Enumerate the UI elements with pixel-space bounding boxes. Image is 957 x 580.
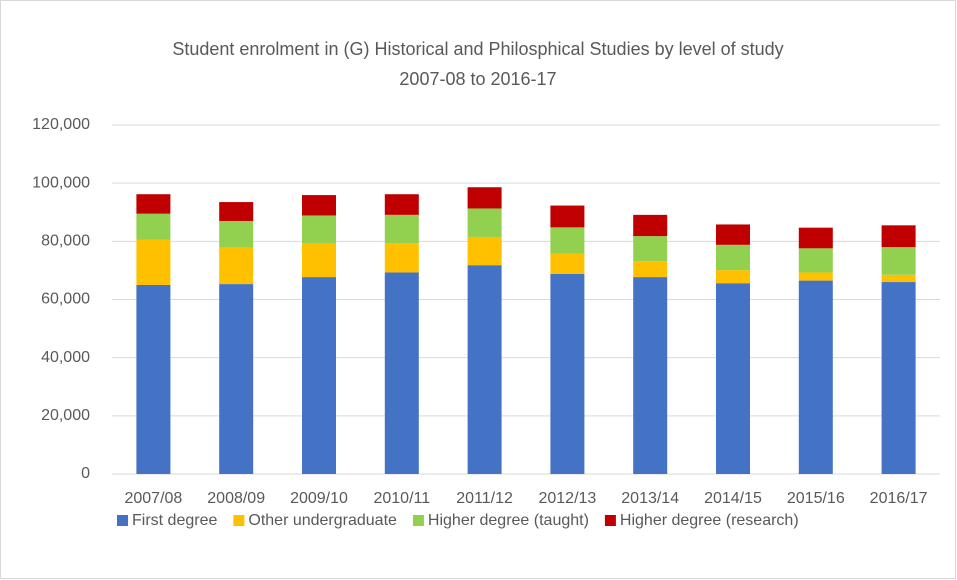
y-tick-label: 100,000 <box>32 174 90 191</box>
bar-segment <box>467 265 502 474</box>
legend-swatch <box>604 515 616 526</box>
bar-segment <box>136 239 171 285</box>
x-tick-label: 2013/14 <box>621 490 679 507</box>
x-tick-label: 2009/10 <box>290 490 348 507</box>
bar-segment <box>550 273 585 474</box>
bar-segment <box>633 277 668 474</box>
bar-segment <box>136 194 171 214</box>
bar-segment <box>633 261 668 278</box>
bar-segment <box>219 202 254 221</box>
bar-segment <box>798 227 833 249</box>
bar-segment <box>302 243 336 278</box>
bar-segment <box>467 187 502 209</box>
x-tick-label: 2007/08 <box>124 490 182 507</box>
bar-segment <box>550 253 585 274</box>
bar-segment <box>550 205 585 228</box>
bar-segment <box>136 213 171 240</box>
bar-segment <box>716 283 750 474</box>
y-tick-label: 120,000 <box>32 116 90 133</box>
x-tick-label: 2015/16 <box>787 490 845 507</box>
bar-segment <box>716 224 750 245</box>
bar-segment <box>302 215 336 244</box>
bar-segment <box>384 243 419 273</box>
y-tick-label: 60,000 <box>41 291 90 308</box>
x-tick-label: 2016/17 <box>870 490 928 507</box>
legend-swatch <box>117 515 128 526</box>
bar-segment <box>302 277 336 474</box>
bar-segment <box>881 247 916 275</box>
bar-segment <box>384 272 419 474</box>
bar-segment <box>881 282 916 474</box>
legend-swatch <box>412 515 424 526</box>
bar-segment <box>136 284 171 474</box>
bar-segment <box>219 220 254 248</box>
bar-segment <box>716 244 750 271</box>
legend-swatch <box>233 515 245 526</box>
bar-segment <box>219 284 254 474</box>
bar-segment <box>798 248 833 273</box>
legend-label: Other undergraduate <box>248 512 397 529</box>
y-tick-label: 20,000 <box>41 407 90 424</box>
y-tick-label: 40,000 <box>41 349 90 366</box>
y-tick-label: 80,000 <box>41 233 90 250</box>
bar-segment <box>633 236 668 262</box>
bar-segment <box>798 272 833 281</box>
y-tick-label: 0 <box>81 465 90 482</box>
legend-label: Higher degree (taught) <box>428 512 589 529</box>
bar-segment <box>219 247 254 285</box>
bar-segment <box>384 214 419 244</box>
bar-segment <box>550 227 585 254</box>
chart-title: Student enrolment in (G) Historical and … <box>172 39 783 59</box>
bar-segment <box>302 195 336 216</box>
legend-label: First degree <box>132 512 217 529</box>
bar-segment <box>467 208 502 237</box>
bar-segment <box>633 214 668 237</box>
bar-segment <box>467 236 502 266</box>
bar-segment <box>881 274 916 283</box>
chart-subtitle: 2007-08 to 2016-17 <box>399 69 556 89</box>
bar-segment <box>716 270 750 284</box>
legend-label: Higher degree (research) <box>620 512 799 529</box>
bar-segment <box>384 194 419 215</box>
bar-segment <box>798 280 833 474</box>
x-tick-label: 2012/13 <box>538 490 596 507</box>
bar-segment <box>881 225 916 248</box>
x-tick-label: 2011/12 <box>456 490 513 507</box>
x-tick-label: 2010/11 <box>373 490 430 507</box>
x-tick-label: 2008/09 <box>207 490 265 507</box>
x-tick-label: 2014/15 <box>704 490 762 507</box>
